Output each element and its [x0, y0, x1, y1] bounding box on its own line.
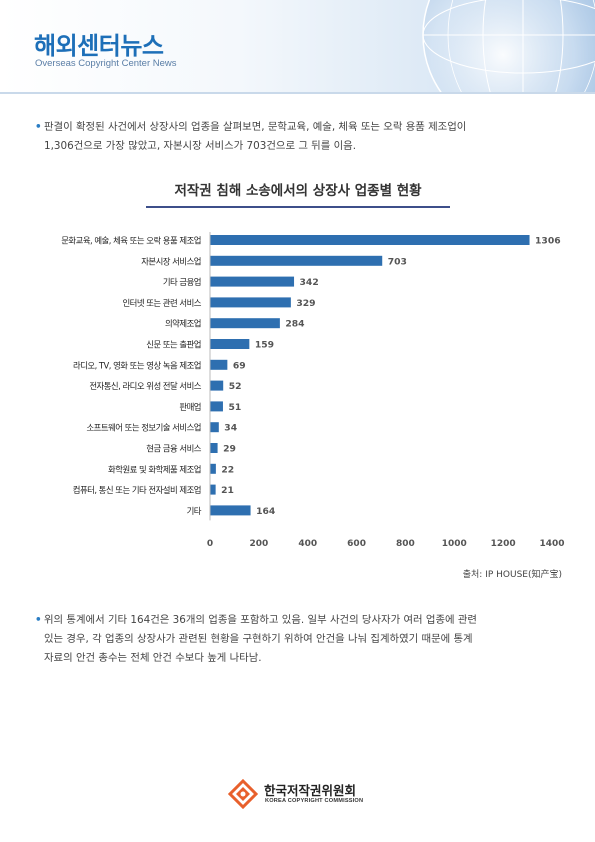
category-label: 화학원료 및 화학제품 제조업 — [108, 464, 201, 474]
bar — [210, 297, 291, 308]
data-label: 29 — [223, 444, 236, 455]
category-label: 자본시장 서비스업 — [141, 256, 201, 266]
category-label: 신문 또는 출판업 — [146, 340, 201, 350]
header-subtitle: Overseas Copyright Center News — [35, 58, 177, 69]
data-label: 21 — [221, 485, 234, 496]
bar — [210, 235, 530, 245]
paragraph-line: 1,306건으로 가장 많았고, 자본시장 서비스가 703건으로 그 뒤를 이… — [44, 140, 357, 152]
note-paragraph: • 위의 통계에서 기타 164건은 36개의 업종을 포함하고 있음. 일부 … — [35, 611, 554, 668]
bar — [210, 443, 218, 453]
chart-title: 저작권 침해 소송에서의 상장사 업종별 현황 — [146, 178, 450, 208]
summary-paragraph: • 판결이 확정된 사건에서 상장사의 업종을 살펴보면, 문학교육, 예술, … — [35, 118, 554, 156]
globe-icon — [422, 0, 595, 92]
data-label: 34 — [224, 423, 237, 434]
bar — [210, 339, 250, 349]
data-label: 159 — [255, 340, 274, 351]
data-label: 329 — [296, 298, 315, 309]
x-tick-label: 600 — [347, 539, 366, 549]
bar — [210, 422, 219, 433]
category-label: 기타 금융업 — [163, 277, 201, 287]
x-tick-label: 0 — [207, 539, 213, 549]
category-label: 의약제조업 — [165, 319, 201, 329]
data-label: 284 — [285, 319, 304, 330]
paragraph-line: 판결이 확정된 사건에서 상장사의 업종을 살펴보면, 문학교육, 예술, 체육… — [44, 121, 467, 133]
header-divider — [0, 92, 595, 94]
bar — [210, 380, 224, 391]
x-tick-label: 800 — [396, 539, 415, 549]
page-header: 해외센터뉴스 Overseas Copyright Center News — [0, 0, 595, 92]
bar — [210, 359, 228, 370]
data-label: 22 — [221, 464, 234, 475]
x-tick-label: 1400 — [539, 539, 564, 549]
bar — [210, 276, 295, 287]
data-label: 164 — [256, 506, 275, 517]
category-label: 전자통신, 라디오 위성 전달 서비스 — [89, 381, 201, 391]
bar — [210, 484, 216, 495]
x-tick-label: 1200 — [491, 539, 516, 549]
org-name: 한국저작권위원회 — [264, 783, 357, 798]
bar — [210, 318, 280, 329]
category-label: 판매업 — [179, 402, 201, 412]
category-label: 라디오, TV, 영화 또는 영상 녹음 제조업 — [73, 360, 201, 370]
category-label: 컴퓨터, 통신 또는 기타 전자설비 제조업 — [73, 485, 201, 495]
category-label: 인터넷 또는 관련 서비스 — [122, 298, 201, 308]
bar — [210, 463, 216, 474]
data-label: 703 — [388, 256, 407, 267]
bar — [210, 401, 223, 412]
paragraph-line: 있는 경우, 각 업종의 상장사가 관련된 현황을 구현하기 위하여 안건을 나… — [44, 633, 473, 645]
category-label: 기타 — [187, 506, 202, 516]
data-label: 342 — [300, 277, 319, 288]
data-label: 52 — [229, 381, 242, 392]
bar — [210, 505, 251, 516]
x-tick-label: 1000 — [442, 539, 467, 549]
bullet-icon: • — [35, 614, 42, 626]
bullet-icon: • — [35, 121, 42, 133]
org-name-english: KOREA COPYRIGHT COMMISSION — [265, 798, 364, 804]
paragraph-line: 자료의 안건 총수는 전체 안건 수보다 높게 나타남. — [44, 652, 262, 664]
copyright-commission-logo — [228, 779, 258, 809]
data-label: 1306 — [535, 236, 561, 247]
data-label: 51 — [228, 402, 241, 413]
paragraph-line: 위의 통계에서 기타 164건은 36개의 업종을 포함하고 있음. 일부 사건… — [44, 614, 477, 626]
data-label: 69 — [233, 360, 246, 371]
x-tick-label: 200 — [249, 539, 268, 549]
bar — [210, 255, 383, 266]
header-title: 해외센터뉴스 — [34, 32, 164, 60]
category-label: 현금 금융 서비스 — [146, 444, 202, 454]
x-tick-label: 400 — [298, 539, 317, 549]
category-label: 문화교육, 예술, 체육 또는 오락 용품 제조업 — [61, 236, 201, 246]
category-label: 소프트웨어 또는 정보기술 서비스업 — [86, 423, 201, 433]
chart-source: 출처: IP HOUSE(知产宝) — [462, 570, 562, 580]
